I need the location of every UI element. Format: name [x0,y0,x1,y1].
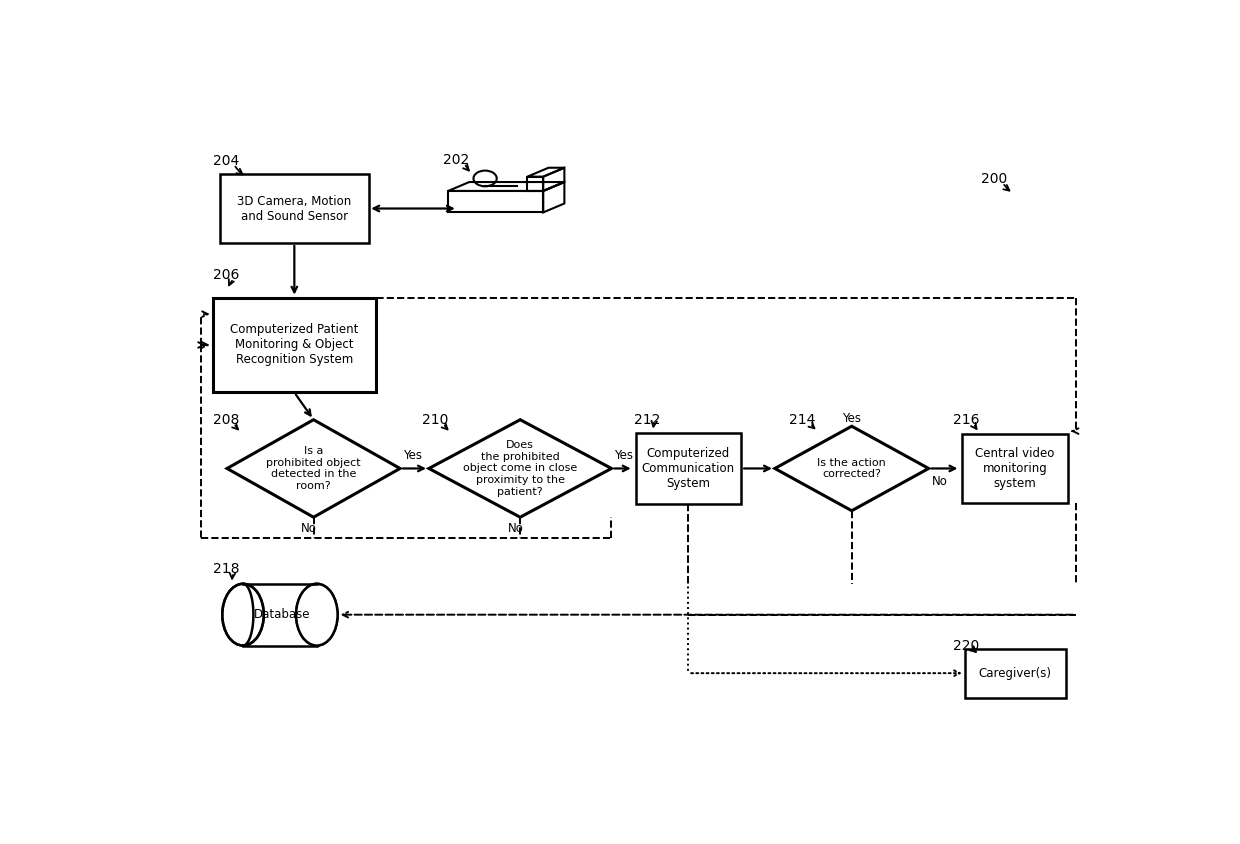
Text: 3D Camera, Motion
and Sound Sensor: 3D Camera, Motion and Sound Sensor [237,194,351,223]
Text: Does
the prohibited
object come in close
proximity to the
patient?: Does the prohibited object come in close… [463,441,578,496]
Text: Computerized
Communication
System: Computerized Communication System [642,447,735,490]
Ellipse shape [296,584,337,646]
Text: Yes: Yes [614,449,634,462]
Polygon shape [775,426,929,511]
Text: 200: 200 [982,172,1008,187]
Text: 208: 208 [213,413,239,427]
Ellipse shape [296,584,337,646]
Text: 212: 212 [634,413,660,427]
Text: No: No [507,522,523,535]
Polygon shape [429,419,611,517]
Text: Caregiver(s): Caregiver(s) [978,667,1052,679]
Text: 216: 216 [952,413,980,427]
Text: Database: Database [254,609,310,621]
Text: Is a
prohibited object
detected in the
room?: Is a prohibited object detected in the r… [267,446,361,491]
Polygon shape [227,419,401,517]
Text: Central video
monitoring
system: Central video monitoring system [976,447,1055,490]
Text: No: No [931,475,947,488]
FancyBboxPatch shape [635,433,742,504]
FancyBboxPatch shape [962,435,1068,502]
Text: 202: 202 [444,153,470,167]
FancyBboxPatch shape [243,584,317,646]
Text: Yes: Yes [403,449,422,462]
Text: 220: 220 [952,639,978,653]
Text: 218: 218 [213,562,239,576]
Text: No: No [301,522,316,535]
Text: Is the action
corrected?: Is the action corrected? [817,457,887,479]
Text: Yes: Yes [842,412,862,425]
Ellipse shape [222,584,264,646]
Text: 210: 210 [422,413,449,427]
Text: 206: 206 [213,268,239,283]
FancyBboxPatch shape [965,649,1065,697]
Text: Computerized Patient
Monitoring & Object
Recognition System: Computerized Patient Monitoring & Object… [231,323,358,366]
FancyBboxPatch shape [213,298,376,392]
FancyBboxPatch shape [219,175,368,242]
Text: 214: 214 [789,413,816,427]
Text: 204: 204 [213,154,239,168]
